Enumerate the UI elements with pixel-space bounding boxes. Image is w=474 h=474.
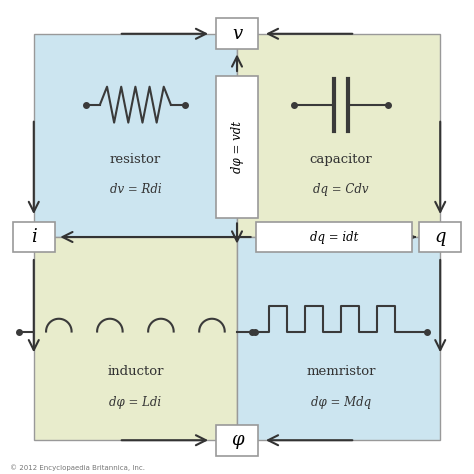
Text: dφ = vdt: dφ = vdt (230, 121, 244, 173)
Text: q: q (435, 228, 446, 246)
Text: dφ = Ldi: dφ = Ldi (109, 396, 162, 409)
Bar (216, 76, 258, 218)
Text: φ: φ (231, 431, 243, 449)
Bar (419, 222, 462, 252)
Text: i: i (31, 228, 36, 246)
Text: inductor: inductor (107, 365, 164, 378)
Bar (34, 34, 237, 237)
Text: © 2012 Encyclopaedia Britannica, Inc.: © 2012 Encyclopaedia Britannica, Inc. (10, 464, 145, 471)
Bar (216, 18, 258, 49)
Text: v: v (232, 25, 242, 43)
Text: memristor: memristor (306, 365, 376, 378)
Bar (216, 425, 258, 456)
Bar (237, 237, 440, 440)
Bar (34, 237, 237, 440)
Text: capacitor: capacitor (310, 153, 373, 165)
Bar (12, 222, 55, 252)
Bar (256, 222, 412, 252)
Text: dφ = Mdq: dφ = Mdq (311, 396, 371, 409)
Bar (237, 34, 440, 237)
Text: dq = idt: dq = idt (310, 230, 358, 244)
Text: dq = Cdv: dq = Cdv (313, 183, 369, 196)
Text: resistor: resistor (110, 153, 161, 165)
Text: dv = Rdi: dv = Rdi (109, 183, 161, 196)
